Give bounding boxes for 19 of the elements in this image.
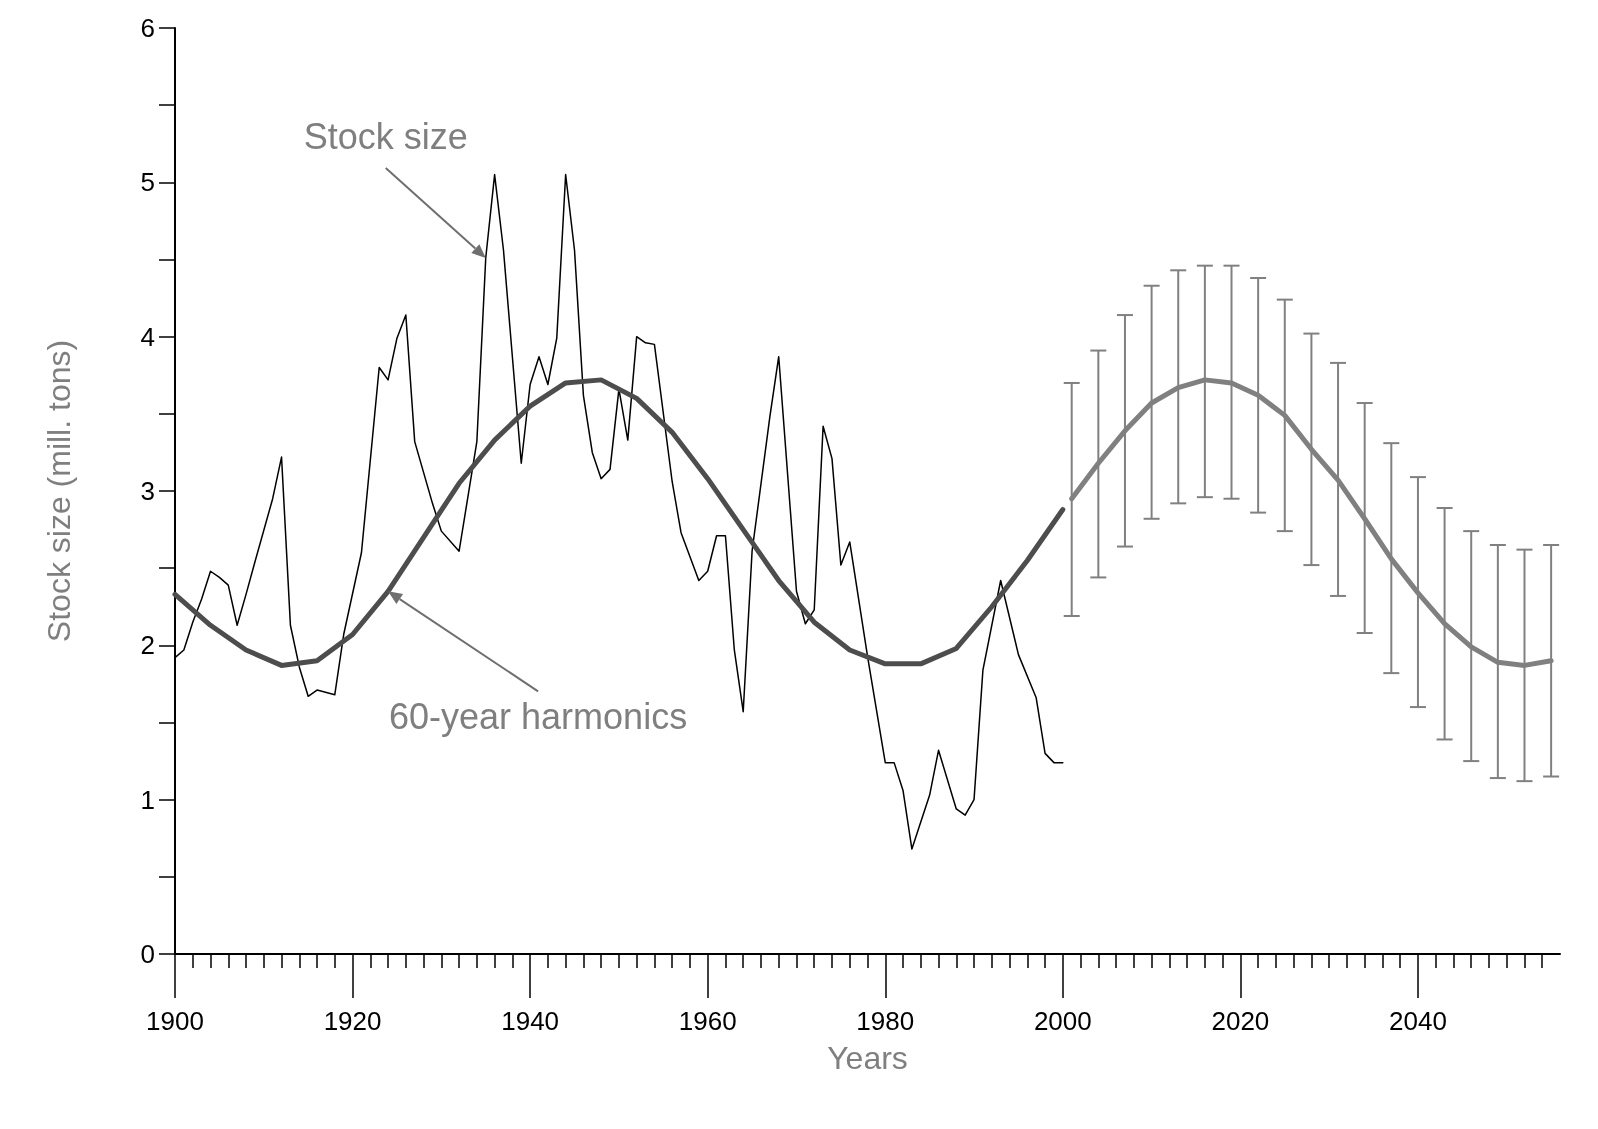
y-tick-label: 2 (140, 630, 155, 661)
y-tick-label: 3 (140, 476, 155, 506)
series-label: 60-year harmonics (389, 695, 688, 737)
x-tick-label: 1900 (146, 1006, 204, 1036)
y-tick-label: 5 (140, 167, 155, 198)
y-axis-title: Stock size (mill. tons) (41, 339, 77, 643)
x-tick-label: 1920 (323, 1006, 382, 1036)
series-label: Stock size (303, 116, 468, 158)
x-tick-label: 2040 (1389, 1006, 1447, 1036)
y-tick-label: 1 (140, 784, 155, 815)
y-tick-label: 4 (140, 321, 155, 352)
x-tick-label: 1940 (501, 1006, 560, 1036)
x-tick-label: 2000 (1033, 1006, 1092, 1036)
x-tick-label: 1960 (678, 1006, 737, 1036)
x-tick-label: 2020 (1211, 1006, 1270, 1036)
y-tick-label: 6 (140, 13, 155, 43)
y-tick-label: 0 (140, 939, 155, 969)
x-tick-label: 1980 (856, 1006, 915, 1036)
x-axis-title: Years (827, 1040, 908, 1076)
